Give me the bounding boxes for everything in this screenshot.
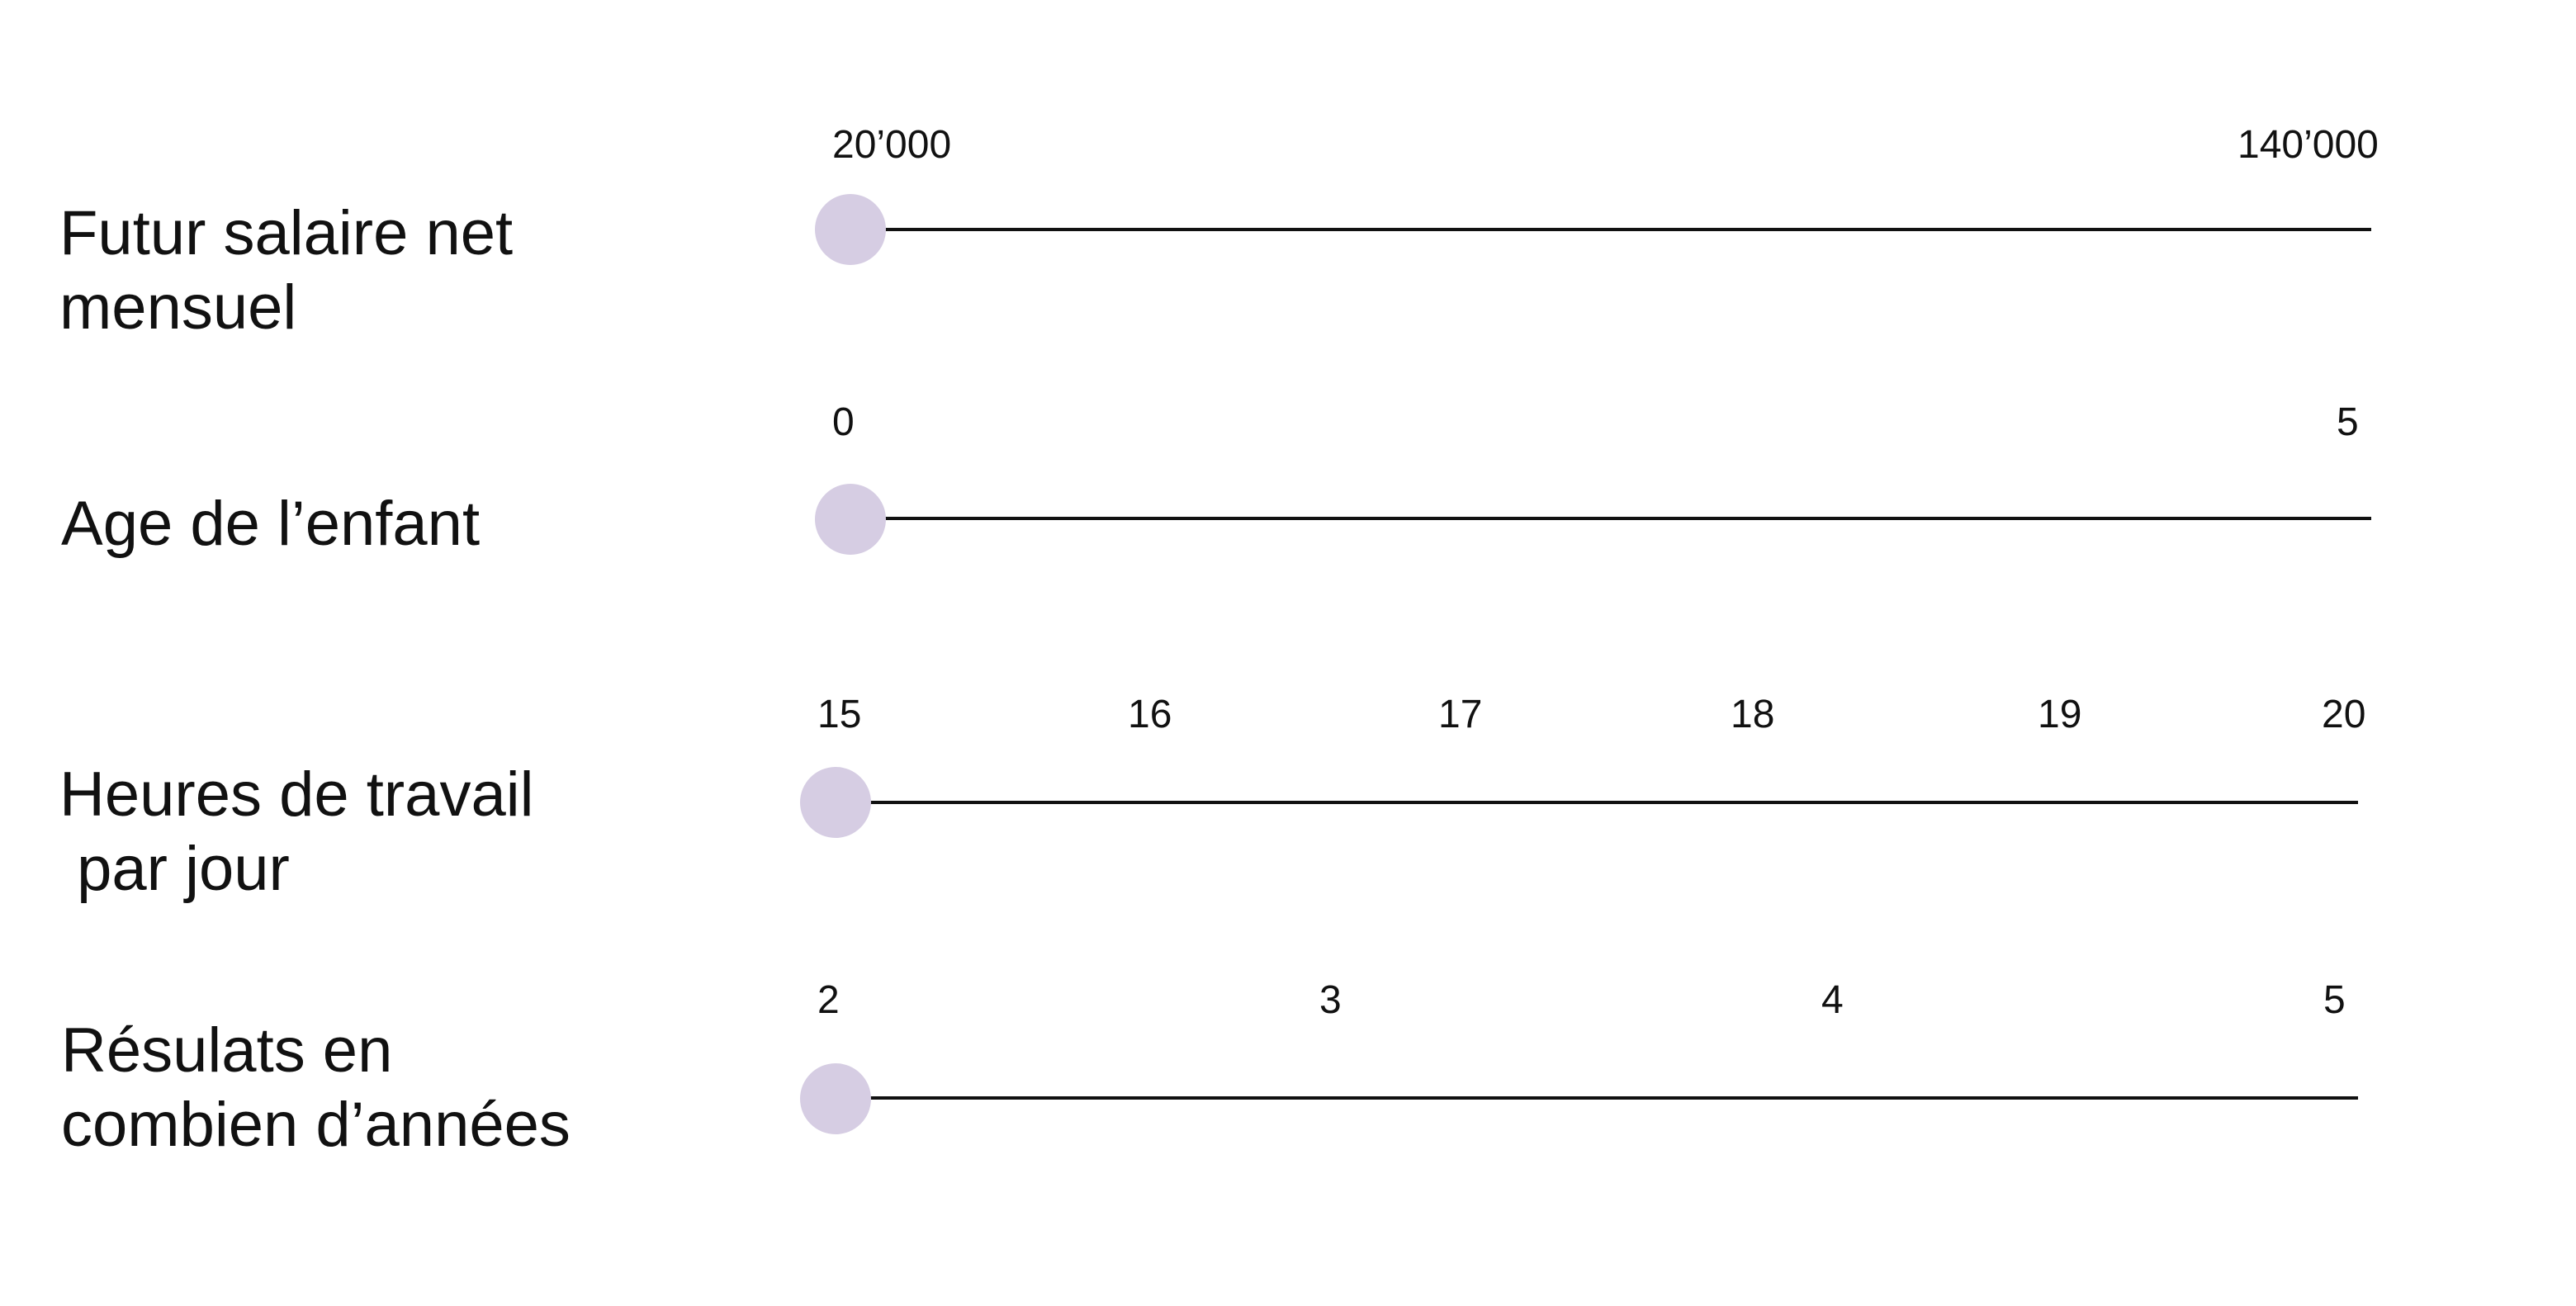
salary-tick-max: 140’000 [2237, 123, 2379, 167]
work-hours-slider-label: Heures de travail par jour [59, 759, 534, 904]
years-slider-label: Résulats en combien d’années [61, 1015, 571, 1160]
work-hours-tick-18: 18 [1731, 693, 1775, 736]
salary-tick-min: 20’000 [832, 123, 952, 167]
years-slider-track[interactable] [836, 1096, 2358, 1100]
child-age-slider-label: Age de l’enfant [61, 489, 481, 559]
work-hours-tick-20: 20 [2322, 693, 2366, 736]
child-age-slider-track[interactable] [850, 517, 2371, 520]
child-age-tick-max: 5 [2337, 400, 2359, 444]
work-hours-tick-17: 17 [1438, 693, 1483, 736]
work-hours-tick-19: 19 [2038, 693, 2082, 736]
years-tick-5: 5 [2323, 978, 2346, 1022]
work-hours-slider-thumb[interactable] [800, 767, 871, 838]
salary-slider-track[interactable] [850, 228, 2371, 231]
child-age-tick-min: 0 [832, 400, 855, 444]
years-tick-3: 3 [1319, 978, 1342, 1022]
salary-slider-label: Futur salaire net mensuel [59, 198, 514, 343]
years-tick-2: 2 [817, 978, 840, 1022]
work-hours-slider-track[interactable] [836, 801, 2358, 804]
work-hours-tick-16: 16 [1128, 693, 1172, 736]
salary-slider-thumb[interactable] [815, 194, 886, 265]
child-age-slider-thumb[interactable] [815, 484, 886, 555]
work-hours-tick-15: 15 [817, 693, 862, 736]
years-tick-4: 4 [1821, 978, 1844, 1022]
years-slider-thumb[interactable] [800, 1063, 871, 1134]
